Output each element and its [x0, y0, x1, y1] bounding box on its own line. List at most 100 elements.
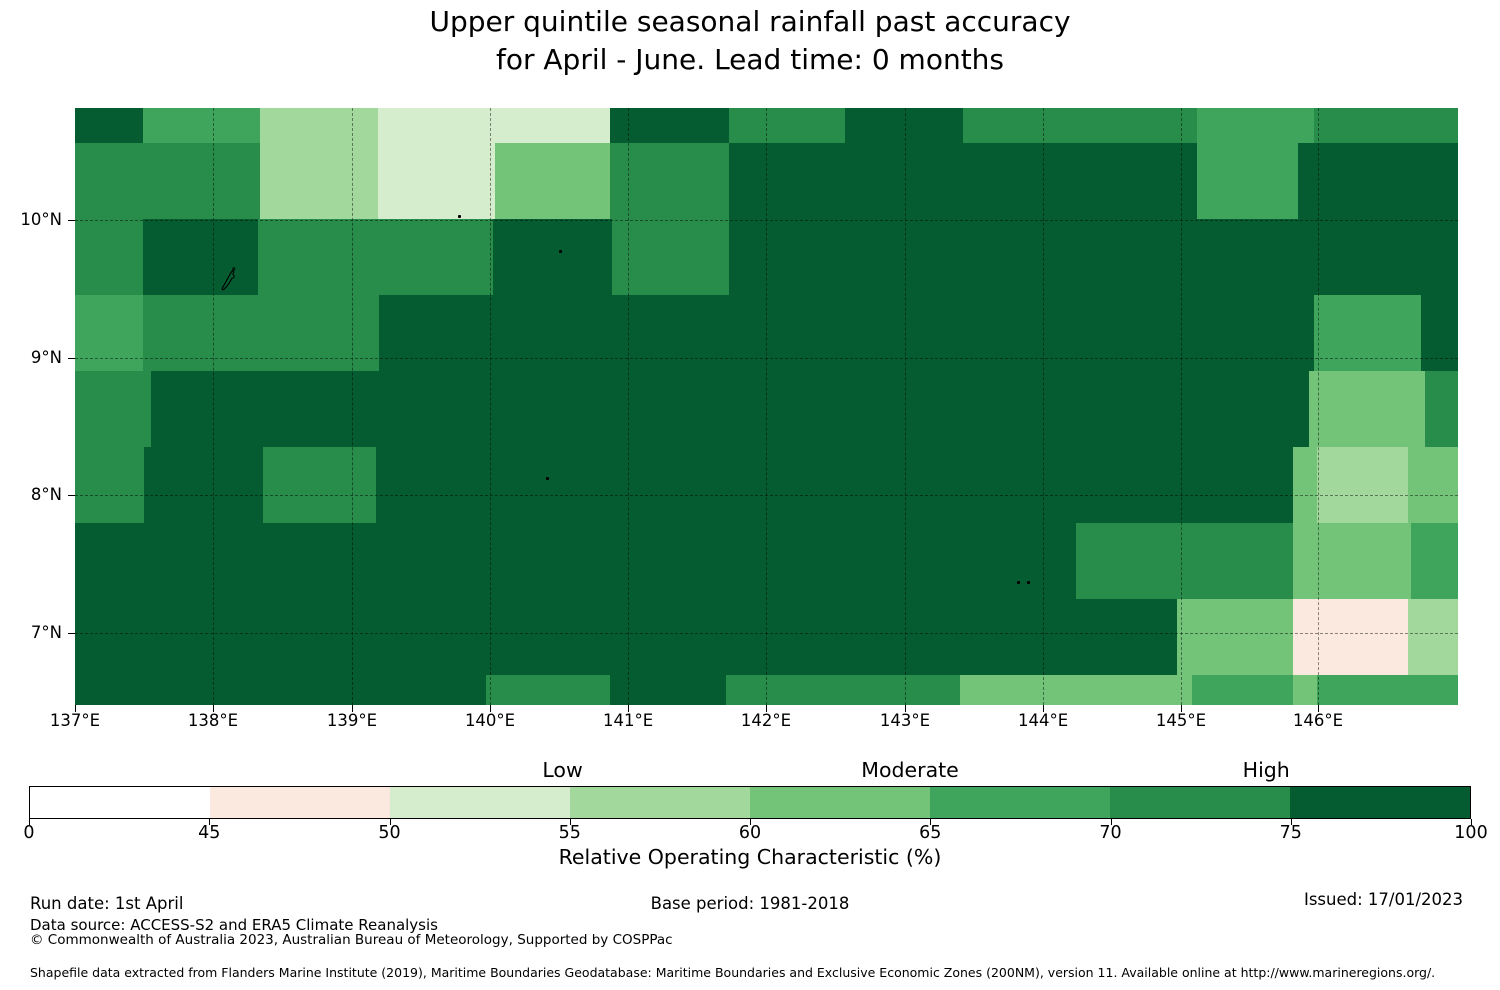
colorbar-region-label: High [1242, 758, 1290, 782]
colorbar-tick [1290, 819, 1292, 825]
colorbar-tick-label: 55 [558, 823, 581, 843]
colorbar-segment [30, 787, 210, 818]
map-cell [377, 142, 496, 219]
map-cell [495, 142, 611, 219]
map-row [75, 142, 1458, 219]
map-cell [492, 218, 612, 295]
x-axis-tick-label: 142°E [740, 711, 792, 730]
x-axis-tick-label: 137°E [49, 711, 101, 730]
map-cell [75, 108, 143, 143]
graticule-lat-line [75, 494, 1458, 496]
map-cell [1314, 294, 1421, 371]
colorbar-tick [209, 819, 211, 825]
y-axis-tick-label: 7°N [30, 623, 62, 642]
map-cell [1293, 446, 1317, 523]
x-axis-tick-label: 140°E [464, 711, 516, 730]
y-axis-tick [68, 494, 75, 496]
map-cell [1314, 108, 1458, 143]
map-cell [151, 370, 1309, 447]
y-axis-tick [68, 633, 75, 634]
map-cell [962, 108, 1197, 143]
graticule-lon-line [213, 108, 215, 705]
colorbar [29, 786, 1471, 819]
colorbar-segment [210, 787, 390, 818]
colorbar-region-label: Low [542, 758, 583, 782]
graticule-lon-line [1318, 108, 1320, 705]
colorbar-tick [1471, 819, 1472, 825]
map-cell [144, 446, 264, 523]
graticule-lon-line [904, 108, 906, 705]
map-row [75, 446, 1458, 523]
map-row [75, 370, 1458, 447]
colorbar-tick-label: 45 [198, 823, 221, 843]
map-cell [377, 108, 611, 143]
footer-issued: Issued: 17/01/2023 [1303, 890, 1463, 909]
map-cell [142, 218, 258, 295]
colorbar-segment [1290, 787, 1470, 818]
map-cell [75, 674, 486, 705]
colorbar-tick-label: 50 [378, 823, 401, 843]
map-cell [611, 218, 730, 295]
graticule-lon-line [1043, 108, 1045, 705]
x-axis-tick-label: 146°E [1292, 711, 1344, 730]
x-axis-tick [1180, 705, 1182, 712]
colorbar-tick [930, 819, 932, 825]
x-axis-tick [1318, 705, 1320, 712]
map-cell [260, 142, 378, 219]
footer-run-date: Run date: 1st April [30, 894, 184, 913]
graticule-lat-line [75, 358, 1458, 360]
colorbar-segment [390, 787, 570, 818]
y-axis-tick-label: 10°N [20, 209, 62, 229]
map-cell [1420, 294, 1458, 371]
footer-shapefile-note: Shapefile data extracted from Flanders M… [30, 965, 1436, 980]
map-row [75, 674, 1458, 705]
map-cell [75, 218, 143, 295]
colorbar-axis-label: Relative Operating Characteristic (%) [558, 845, 942, 869]
colorbar-segment [930, 787, 1110, 818]
map-cell [1316, 446, 1409, 523]
x-axis-tick-label: 141°E [602, 711, 654, 730]
map-cell [1293, 598, 1409, 675]
x-axis-tick-label: 145°E [1155, 711, 1207, 730]
colorbar-tick-label: 60 [738, 823, 762, 843]
map-cell [75, 370, 152, 447]
map-cell [1196, 108, 1315, 143]
colorbar-tick [1110, 819, 1112, 825]
map-cell [845, 108, 963, 143]
colorbar-segment [570, 787, 750, 818]
x-axis-tick [765, 705, 767, 712]
map-cell [1316, 674, 1458, 705]
map-grid [75, 108, 1458, 705]
map-row [75, 108, 1458, 143]
map-cell [729, 108, 846, 143]
footer-base-period: Base period: 1981-2018 [650, 894, 850, 913]
colorbar-tick-label: 0 [23, 823, 35, 843]
map-row [75, 598, 1458, 675]
x-axis-tick [75, 705, 76, 712]
x-axis-tick [213, 705, 215, 712]
x-axis-tick [352, 705, 353, 712]
graticule-lon-line [628, 108, 630, 705]
map-cell [485, 674, 611, 705]
map-cell [260, 108, 378, 143]
island-dot-icon [559, 249, 563, 253]
map-cell [1408, 446, 1458, 523]
island-dot-icon [545, 477, 549, 481]
y-axis-tick-label: 9°N [30, 348, 62, 368]
map-cell [263, 446, 377, 523]
island-dot-icon [1017, 581, 1021, 585]
map-cell [75, 598, 1178, 675]
footer-data-source: Data source: ACCESS-S2 and ERA5 Climate … [30, 916, 438, 934]
footer-copyright: © Commonwealth of Australia 2023, Austra… [30, 932, 673, 948]
x-axis-tick-label: 138°E [187, 711, 239, 730]
x-axis-tick-label: 144°E [1018, 711, 1069, 730]
map-cell [142, 294, 380, 371]
map-cell [729, 142, 1197, 219]
colorbar-tick [569, 819, 571, 825]
map-cell [1076, 522, 1294, 599]
x-axis-tick [628, 705, 630, 712]
y-axis-tick [68, 358, 75, 360]
x-axis-tick [904, 705, 906, 712]
map-cell [1408, 598, 1458, 675]
graticule-lon-line [352, 108, 353, 705]
